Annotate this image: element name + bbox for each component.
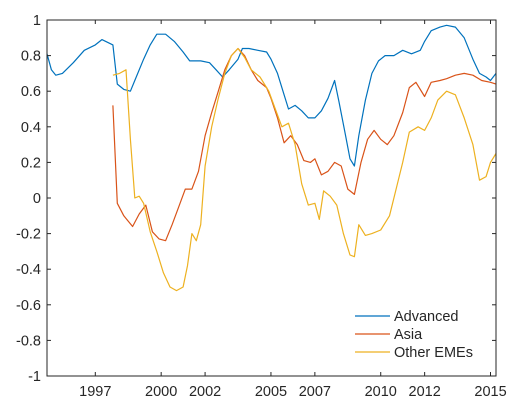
y-tick-label: 0.2 bbox=[21, 155, 41, 171]
y-tick-label: -0.2 bbox=[16, 227, 41, 243]
x-tick-label: 2012 bbox=[409, 384, 441, 400]
legend-label: Advanced bbox=[394, 309, 459, 325]
y-tick-label: -1 bbox=[28, 369, 41, 385]
series-line-asia bbox=[112, 47, 497, 242]
x-tick-label: 2007 bbox=[299, 384, 331, 400]
y-tick-label: -0.8 bbox=[16, 333, 41, 349]
legend: Advanced Asia Other EMEs bbox=[355, 309, 473, 361]
series-line-other-emes bbox=[112, 47, 497, 292]
x-tick-label: 1997 bbox=[79, 384, 111, 400]
y-tick-label: 0.4 bbox=[21, 120, 41, 136]
series-layer bbox=[46, 24, 497, 292]
x-tick-label: 2015 bbox=[474, 384, 506, 400]
y-tick-label: 0 bbox=[33, 191, 41, 207]
y-tick-label: 0.6 bbox=[21, 84, 41, 100]
x-axis: 1997 2000 2002 2005 2007 2010 2012 2015 bbox=[79, 20, 507, 400]
series-line-advanced bbox=[46, 24, 497, 167]
y-tick-label: -0.6 bbox=[16, 298, 41, 314]
y-tick-label: -0.4 bbox=[16, 262, 41, 278]
x-tick-label: 2002 bbox=[189, 384, 221, 400]
y-tick-label: 1 bbox=[33, 13, 41, 29]
legend-label: Other EMEs bbox=[394, 345, 473, 361]
x-tick-label: 2000 bbox=[145, 384, 177, 400]
plot-background bbox=[47, 20, 496, 376]
y-tick-label: 0.8 bbox=[21, 49, 41, 65]
y-axis: -1 -0.8 -0.6 -0.4 -0.2 0 0.2 0.4 0.6 0.8 1 bbox=[16, 13, 496, 385]
x-tick-label: 2005 bbox=[255, 384, 287, 400]
legend-label: Asia bbox=[394, 327, 423, 343]
x-tick-label: 2010 bbox=[365, 384, 397, 400]
